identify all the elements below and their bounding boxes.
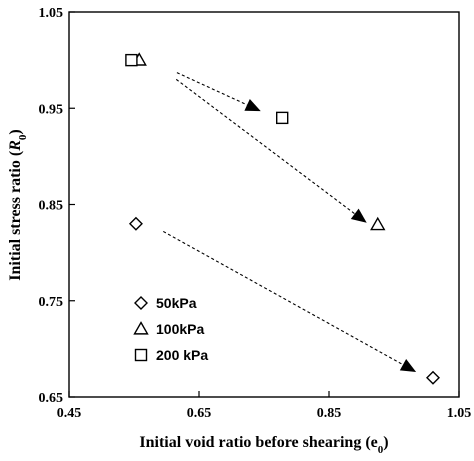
x-tick-label: 0.65 xyxy=(187,406,212,421)
legend-label: 50kPa xyxy=(156,295,197,311)
trend-arrow-head xyxy=(399,359,417,372)
legend-label: 100kPa xyxy=(156,321,204,337)
trend-arrow-line xyxy=(162,230,404,366)
y-tick-label: 0.95 xyxy=(39,102,64,117)
trend-arrow-head xyxy=(244,98,261,112)
x-axis: 0.45 0.65 0.85 1.05 xyxy=(57,391,472,421)
legend: 50kPa 100kPa 200 kPa xyxy=(133,295,208,363)
x-tick-label: 0.85 xyxy=(317,406,342,421)
square-data-point xyxy=(276,111,289,125)
plot-frame xyxy=(68,11,460,398)
x-tick-label: 0.45 xyxy=(57,406,82,421)
diamond-data-point xyxy=(426,370,440,385)
y-tick-label: 0.85 xyxy=(39,199,64,214)
y-axis-title: Initial stress ratio (R0) xyxy=(7,129,29,280)
square-data-point xyxy=(125,53,138,67)
triangle-data-point xyxy=(370,216,386,231)
y-tick-label: 1.05 xyxy=(39,6,64,21)
x-tick-label: 1.05 xyxy=(447,406,472,421)
trend-arrows xyxy=(162,72,417,372)
trend-arrow-line xyxy=(175,78,356,215)
data-points xyxy=(125,52,440,385)
legend-label: 200 kPa xyxy=(156,347,208,363)
legend-diamond-marker xyxy=(134,296,148,310)
y-tick-label: 0.75 xyxy=(39,295,64,310)
legend-square-marker xyxy=(134,348,148,362)
diamond-data-point xyxy=(128,216,143,231)
y-axis: 0.65 0.75 0.85 0.95 1.05 xyxy=(39,6,75,406)
x-axis-title: Initial void ratio before shearing (e0) xyxy=(139,434,388,456)
legend-triangle-marker xyxy=(133,321,149,335)
trend-arrow-line xyxy=(176,72,248,106)
trend-arrow-head xyxy=(350,208,367,223)
y-tick-label: 0.65 xyxy=(39,391,64,406)
